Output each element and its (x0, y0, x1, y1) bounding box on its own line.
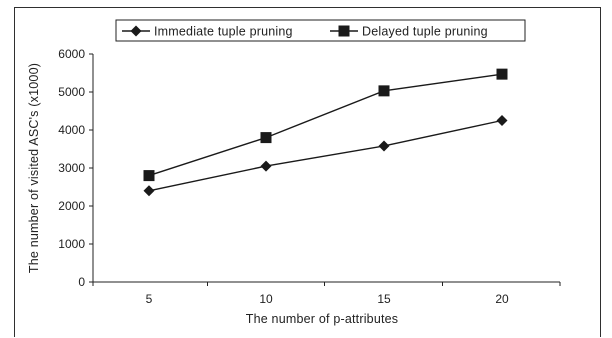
y-axis-title: The number of visited ASC's (x1000) (27, 63, 41, 273)
immediate-data-point (378, 140, 390, 152)
x-axis-title: The number of p-attributes (246, 312, 399, 326)
legend-immediate-label: Immediate tuple pruning (154, 25, 293, 39)
series-line-immediate (148, 119, 503, 192)
delayed-data-point (260, 132, 272, 144)
legend: Immediate tuple pruning Delayed tuple pru… (115, 19, 526, 42)
delayed-data-point (378, 85, 390, 97)
y-tick-label: 6000 (58, 47, 85, 61)
x-tick-label: 20 (495, 292, 509, 306)
y-tick-label: 5000 (58, 85, 85, 99)
y-tick-label: 4000 (58, 123, 85, 137)
delayed-data-point (143, 170, 155, 182)
legend-delayed-marker (338, 25, 350, 37)
x-tick-label: 10 (259, 292, 273, 306)
immediate-data-point (260, 160, 272, 172)
immediate-data-point (496, 115, 508, 126)
legend-box (115, 19, 526, 42)
y-tick-label: 1000 (58, 237, 85, 251)
y-tick-label: 2000 (58, 199, 85, 213)
legend-immediate-marker (130, 25, 142, 37)
delayed-data-point (496, 68, 508, 80)
series-line-delayed (148, 73, 503, 177)
legend-delayed-label: Delayed tuple pruning (362, 25, 488, 39)
x-tick-label: 15 (377, 292, 391, 306)
y-tick-label: 3000 (58, 161, 85, 175)
immediate-data-point (143, 185, 155, 197)
y-tick-label: 0 (78, 275, 85, 289)
x-tick-label: 5 (146, 292, 153, 306)
